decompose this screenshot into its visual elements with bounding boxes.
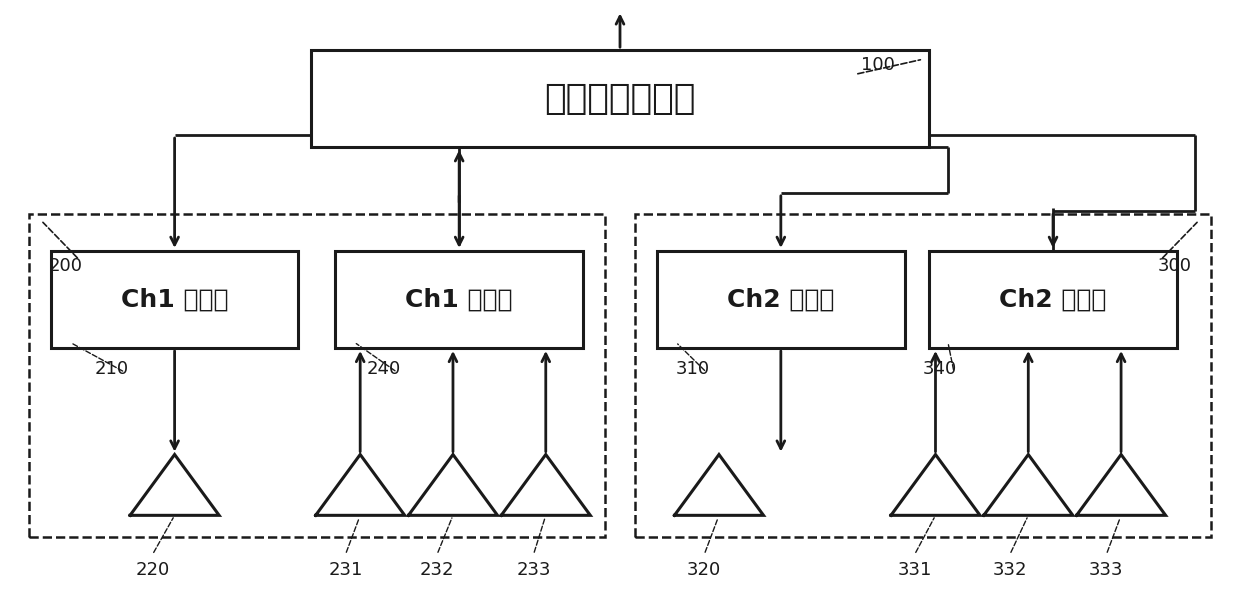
Text: 340: 340	[923, 360, 957, 378]
Text: 200: 200	[48, 257, 82, 275]
Text: 雷达系统控制器: 雷达系统控制器	[544, 82, 696, 115]
Text: 331: 331	[898, 561, 931, 579]
Text: 333: 333	[1089, 561, 1123, 579]
Text: 332: 332	[992, 561, 1027, 579]
Text: 210: 210	[94, 360, 128, 378]
Text: 233: 233	[516, 561, 551, 579]
Text: 220: 220	[135, 561, 170, 579]
FancyBboxPatch shape	[51, 251, 299, 348]
Text: Ch2 接收机: Ch2 接收机	[999, 287, 1107, 312]
Text: 310: 310	[676, 360, 709, 378]
Text: 240: 240	[366, 360, 401, 378]
FancyBboxPatch shape	[311, 50, 929, 147]
FancyBboxPatch shape	[29, 214, 605, 536]
Text: 300: 300	[1158, 257, 1192, 275]
Text: 232: 232	[419, 561, 454, 579]
FancyBboxPatch shape	[929, 251, 1177, 348]
FancyBboxPatch shape	[635, 214, 1211, 536]
Text: 231: 231	[329, 561, 362, 579]
FancyBboxPatch shape	[336, 251, 583, 348]
Text: 100: 100	[862, 56, 895, 75]
Text: Ch2 发射机: Ch2 发射机	[727, 287, 835, 312]
Text: Ch1 发射机: Ch1 发射机	[120, 287, 228, 312]
Text: Ch1 接收机: Ch1 接收机	[405, 287, 513, 312]
FancyBboxPatch shape	[657, 251, 904, 348]
Text: 320: 320	[687, 561, 722, 579]
